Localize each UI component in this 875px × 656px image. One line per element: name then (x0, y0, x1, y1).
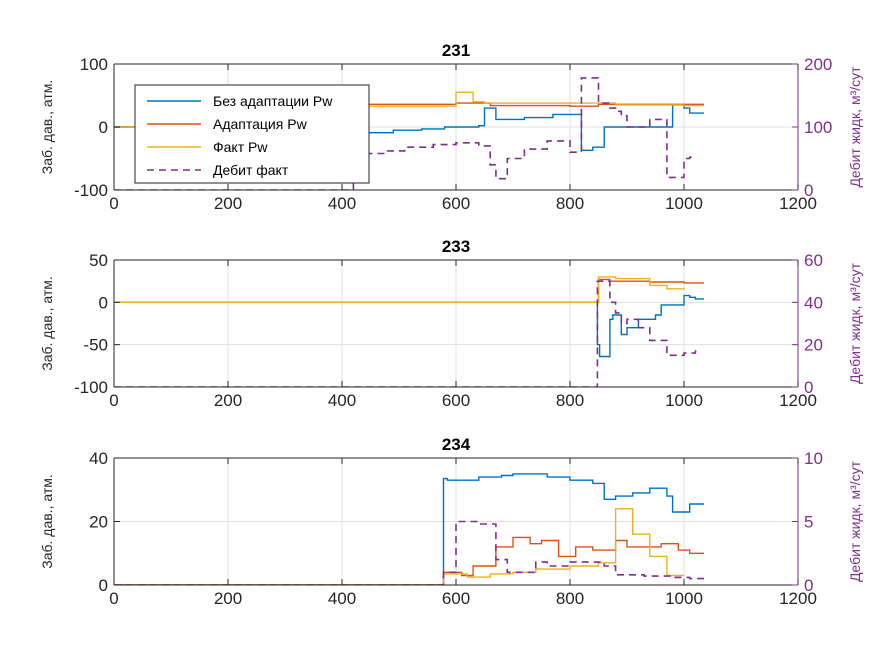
x-tick-label: 1000 (665, 194, 703, 213)
y2-tick-label: 0 (804, 576, 813, 595)
series-line-дебит-факт (114, 77, 696, 190)
y2-tick-label: 0 (804, 378, 813, 397)
legend-label: Факт Pw (213, 139, 268, 155)
y-tick-label: 100 (80, 55, 108, 74)
y-tick-label: 0 (99, 293, 108, 312)
y-tick-label: -50 (83, 336, 108, 355)
x-tick-label: 1200 (779, 589, 817, 608)
x-tick-label: 800 (556, 194, 584, 213)
y2-axis-label: Дебит жидк, м³/сут (847, 66, 863, 188)
chart-panel-231: 0 200 400 600 800 1000 1200-10001000100200231З… (39, 41, 863, 213)
y-axis-label: Заб. дав., атм. (39, 80, 55, 175)
x-tick-label: 800 (556, 589, 584, 608)
chart-title: 233 (442, 237, 470, 256)
series-group (114, 473, 704, 585)
x-tick-label: 600 (442, 391, 470, 410)
y-tick-label: 0 (99, 576, 108, 595)
y2-tick-label: 40 (804, 293, 823, 312)
x-tick-label: 1000 (665, 391, 703, 410)
y-tick-label: -100 (74, 378, 108, 397)
chart-title: 231 (442, 41, 470, 60)
x-tick-label: 800 (556, 391, 584, 410)
x-tick-label: 0 (109, 391, 118, 410)
legend-label: Без адаптации Pw (213, 93, 333, 109)
x-tick-label: 400 (328, 391, 356, 410)
y-tick-label: 40 (89, 449, 108, 468)
legend-label: Адаптация Pw (213, 116, 308, 132)
series-line-без-адаптации-pw (114, 294, 704, 358)
x-tick-label: 1200 (779, 391, 817, 410)
x-tick-label: 400 (328, 589, 356, 608)
series-line-факт-pw (114, 276, 685, 303)
y-axis-label: Заб. дав., атм. (39, 474, 55, 569)
y-tick-label: 50 (89, 251, 108, 270)
y2-tick-label: 0 (804, 181, 813, 200)
series-line-адаптация-pw (114, 536, 704, 585)
x-tick-label: 0 (109, 194, 118, 213)
y2-tick-label: 5 (804, 513, 813, 532)
x-tick-label: 600 (442, 589, 470, 608)
y2-tick-label: 20 (804, 336, 823, 355)
y2-tick-label: 200 (804, 55, 832, 74)
x-tick-label: 1200 (779, 194, 817, 213)
series-line-дебит-факт (114, 520, 704, 585)
x-tick-label: 1000 (665, 589, 703, 608)
legend: Без адаптации Pw Адаптация Pw Факт Pw Дебит… (134, 84, 370, 184)
x-tick-label: 200 (214, 589, 242, 608)
series-group (114, 276, 704, 387)
y-axis-label: Заб. дав., атм. (39, 276, 55, 371)
y2-tick-label: 10 (804, 449, 823, 468)
x-tick-label: 400 (328, 194, 356, 213)
series-line-факт-pw (114, 91, 704, 128)
x-tick-label: 200 (214, 194, 242, 213)
series-line-дебит-факт (114, 280, 702, 387)
legend-label: Дебит факт (213, 162, 289, 178)
x-tick-label: 200 (214, 391, 242, 410)
x-tick-label: 0 (109, 589, 118, 608)
chart-title: 234 (442, 435, 471, 454)
x-tick-label: 600 (442, 194, 470, 213)
series-line-без-адаптации-pw (114, 473, 704, 585)
series-line-факт-pw (114, 508, 684, 585)
y-tick-label: 20 (89, 513, 108, 532)
y-tick-label: -100 (74, 181, 108, 200)
y2-axis-label: Дебит жидк, м³/сут (847, 262, 863, 384)
y2-tick-label: 60 (804, 251, 823, 270)
y-tick-label: 0 (99, 118, 108, 137)
y2-axis-label: Дебит жидк, м³/сут (847, 460, 863, 582)
chart-panel-233: 0 200 400 600 800 1000 1200 -100 -50 0 50 0 20 40 60 23… (39, 237, 863, 410)
y2-tick-label: 100 (804, 118, 832, 137)
